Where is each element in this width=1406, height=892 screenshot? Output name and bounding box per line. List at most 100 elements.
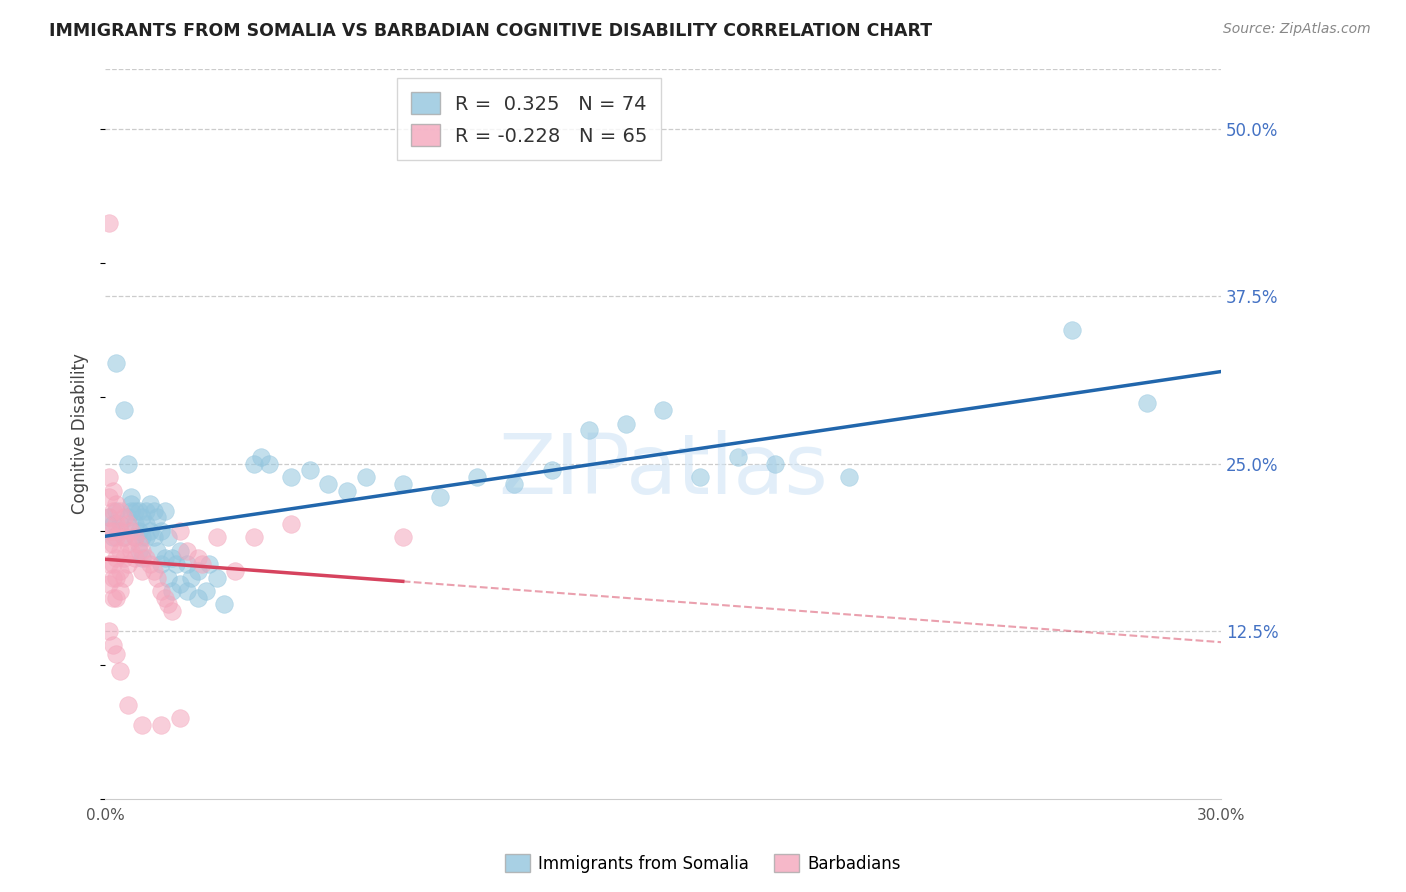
Point — [117, 558, 139, 572]
Point — [101, 571, 124, 585]
Point — [108, 564, 131, 578]
Point — [146, 510, 169, 524]
Point — [763, 457, 786, 471]
Point — [160, 604, 183, 618]
Point — [150, 558, 173, 572]
Point — [198, 558, 221, 572]
Point — [117, 457, 139, 471]
Text: ZIPatlas: ZIPatlas — [498, 430, 828, 510]
Point — [131, 510, 153, 524]
Point — [224, 564, 246, 578]
Point — [112, 403, 135, 417]
Point — [105, 550, 128, 565]
Point — [112, 531, 135, 545]
Point — [153, 504, 176, 518]
Point — [191, 558, 214, 572]
Point — [135, 531, 157, 545]
Point — [97, 558, 120, 572]
Point — [108, 584, 131, 599]
Point — [169, 577, 191, 591]
Point — [101, 558, 124, 572]
Point — [120, 544, 142, 558]
Point — [105, 497, 128, 511]
Point — [250, 450, 273, 464]
Point — [1136, 396, 1159, 410]
Point — [212, 598, 235, 612]
Legend: R =  0.325   N = 74, R = -0.228   N = 65: R = 0.325 N = 74, R = -0.228 N = 65 — [396, 78, 661, 160]
Point — [97, 537, 120, 551]
Point — [157, 571, 180, 585]
Point — [187, 564, 209, 578]
Text: IMMIGRANTS FROM SOMALIA VS BARBADIAN COGNITIVE DISABILITY CORRELATION CHART: IMMIGRANTS FROM SOMALIA VS BARBADIAN COG… — [49, 22, 932, 40]
Point — [101, 531, 124, 545]
Point — [180, 571, 202, 585]
Point — [124, 517, 146, 532]
Point — [146, 544, 169, 558]
Point — [354, 470, 377, 484]
Point — [117, 537, 139, 551]
Point — [97, 624, 120, 639]
Point — [112, 531, 135, 545]
Point — [97, 510, 120, 524]
Point — [120, 490, 142, 504]
Point — [243, 531, 266, 545]
Point — [194, 584, 217, 599]
Point — [97, 577, 120, 591]
Point — [153, 550, 176, 565]
Point — [120, 524, 142, 538]
Point — [169, 524, 191, 538]
Point — [280, 470, 302, 484]
Point — [108, 504, 131, 518]
Point — [101, 638, 124, 652]
Legend: Immigrants from Somalia, Barbadians: Immigrants from Somalia, Barbadians — [498, 847, 908, 880]
Point — [298, 463, 321, 477]
Point — [176, 544, 198, 558]
Point — [120, 497, 142, 511]
Point — [105, 591, 128, 605]
Point — [243, 457, 266, 471]
Point — [108, 524, 131, 538]
Point — [391, 476, 413, 491]
Point — [689, 470, 711, 484]
Point — [105, 504, 128, 518]
Point — [120, 504, 142, 518]
Point — [97, 510, 120, 524]
Point — [150, 718, 173, 732]
Point — [336, 483, 359, 498]
Point — [146, 571, 169, 585]
Point — [108, 665, 131, 679]
Point — [205, 531, 228, 545]
Point — [117, 510, 139, 524]
Point — [131, 718, 153, 732]
Point — [169, 711, 191, 725]
Point — [108, 544, 131, 558]
Point — [97, 470, 120, 484]
Point — [160, 550, 183, 565]
Point — [128, 537, 150, 551]
Text: Source: ZipAtlas.com: Source: ZipAtlas.com — [1223, 22, 1371, 37]
Point — [105, 517, 128, 532]
Point — [135, 550, 157, 565]
Point — [391, 531, 413, 545]
Point — [150, 524, 173, 538]
Point — [187, 550, 209, 565]
Point — [465, 470, 488, 484]
Point — [176, 584, 198, 599]
Point — [318, 476, 340, 491]
Point — [124, 550, 146, 565]
Point — [165, 558, 187, 572]
Point — [503, 476, 526, 491]
Point — [142, 564, 165, 578]
Point — [1062, 323, 1084, 337]
Point — [124, 504, 146, 518]
Point — [150, 584, 173, 599]
Point — [205, 571, 228, 585]
Point — [429, 490, 451, 504]
Point — [135, 504, 157, 518]
Point — [101, 524, 124, 538]
Point — [128, 504, 150, 518]
Point — [108, 524, 131, 538]
Point — [257, 457, 280, 471]
Point — [139, 497, 162, 511]
Point — [614, 417, 637, 431]
